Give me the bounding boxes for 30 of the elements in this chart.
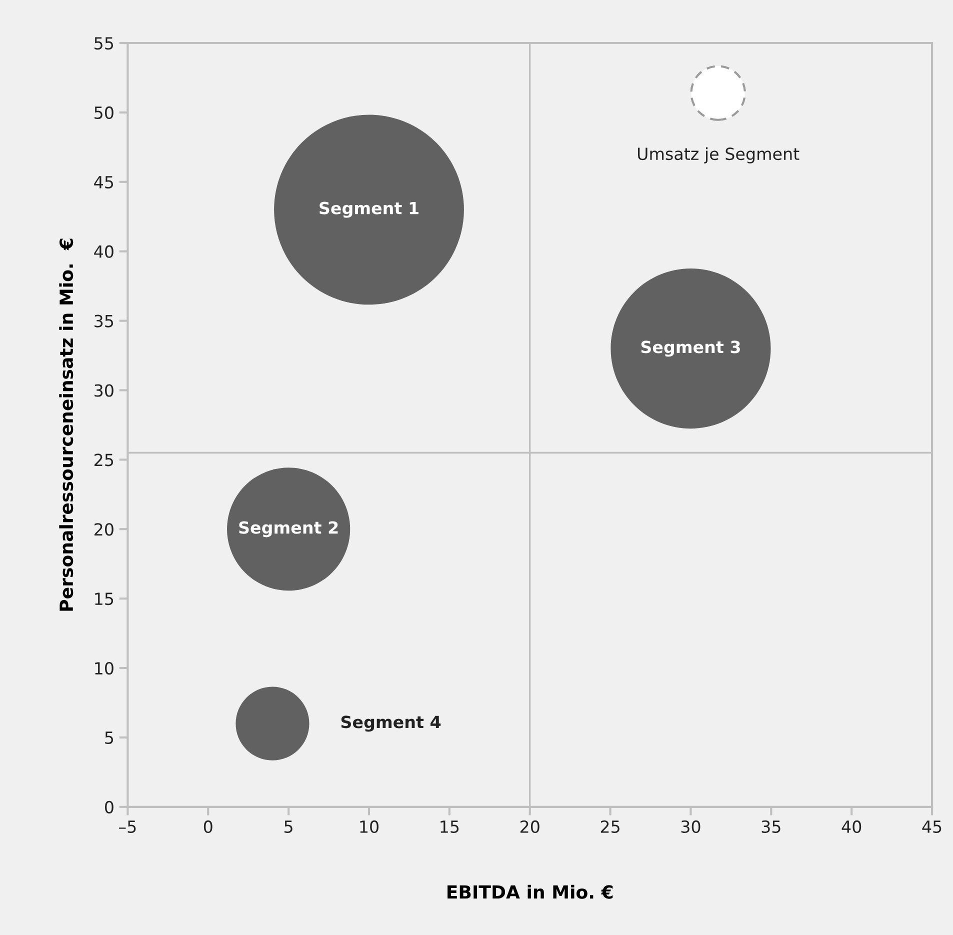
x-tick-label: 15: [440, 820, 459, 833]
x-tick-label: 40: [842, 820, 862, 833]
y-tick-label: 50: [94, 106, 114, 120]
x-axis-title: EBITDA in Mio. €: [448, 884, 613, 899]
y-tick-label: 30: [94, 384, 114, 397]
x-tick-label: 45: [922, 820, 942, 833]
y-tick-label: 35: [94, 314, 114, 328]
series-label: Segment 4: [341, 716, 441, 732]
y-tick-label: 40: [94, 245, 114, 258]
x-tick-label: 25: [600, 820, 620, 833]
y-tick-label: 15: [95, 592, 114, 606]
y-axis-title: Personalressourceneinsatz in Mio. €: [59, 238, 74, 611]
x-tick-label: 0: [204, 820, 212, 833]
text: Umsatz je Segment: [638, 147, 800, 164]
series-label: Segment 3: [641, 340, 740, 357]
x-tick-label: 30: [681, 820, 700, 833]
series-label: Segment 2: [239, 521, 338, 538]
series-label: Segment 1: [320, 202, 418, 218]
y-tick-label: 0: [105, 800, 114, 814]
x-tick-label: 10: [360, 820, 378, 833]
y-tick-label: 45: [94, 176, 114, 188]
x-tick-label: 20: [520, 820, 540, 833]
y-tick-label: 10: [95, 662, 114, 675]
x-tick-label: 35: [762, 820, 780, 833]
y-tick-label: 25: [94, 454, 114, 466]
y-tick-label: 20: [94, 523, 114, 536]
x-tick-label: 5: [284, 820, 292, 833]
x-tick-label: –5: [119, 820, 136, 833]
y-tick-label: 55: [94, 37, 114, 50]
y-tick-label: 5: [105, 732, 114, 744]
